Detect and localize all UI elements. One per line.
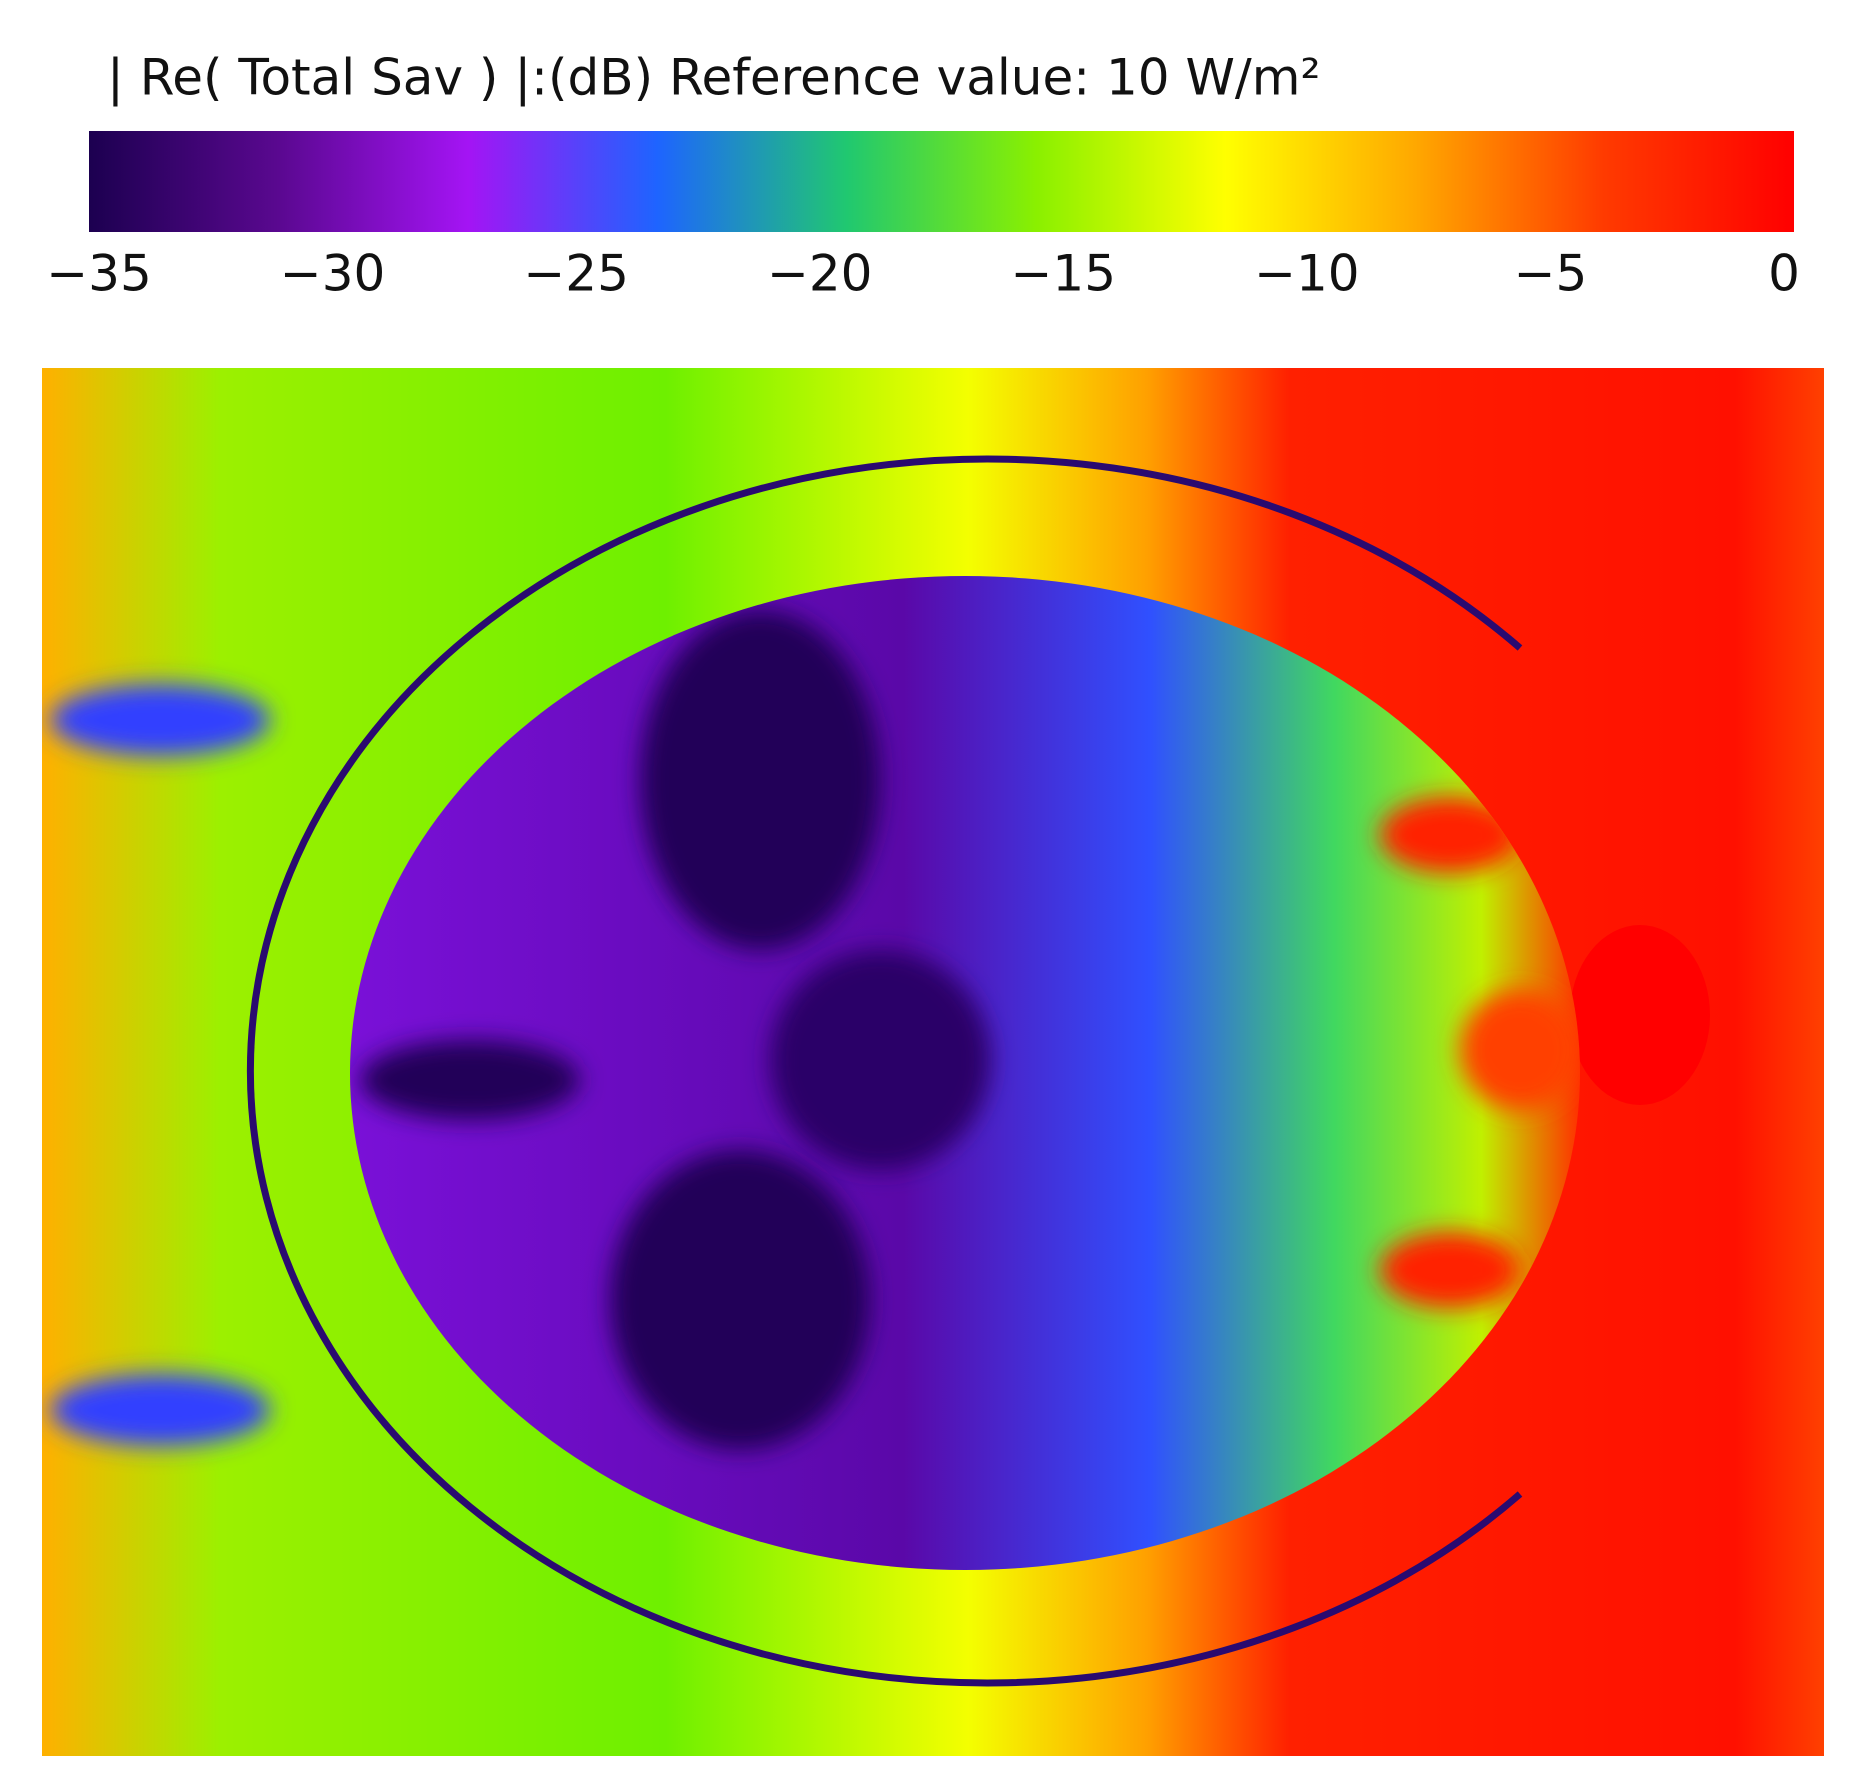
colorbar-tick-label: −30 (280, 245, 386, 303)
colorbar (89, 131, 1794, 232)
colorbar-title: | Re( Total Sav ) |:(dB) Reference value… (107, 49, 1321, 107)
colorbar-tick-label: −20 (767, 245, 873, 303)
colorbar-tick-label: 0 (1768, 245, 1800, 303)
colorbar-tick-label: −25 (523, 245, 629, 303)
colorbar-tick-label: −35 (46, 245, 152, 303)
colorbar-tick-label: −5 (1514, 245, 1588, 303)
colorbar-tick-label: −15 (1011, 245, 1117, 303)
colorbar-tick-label: −10 (1254, 245, 1360, 303)
field-plot (42, 368, 1824, 1756)
